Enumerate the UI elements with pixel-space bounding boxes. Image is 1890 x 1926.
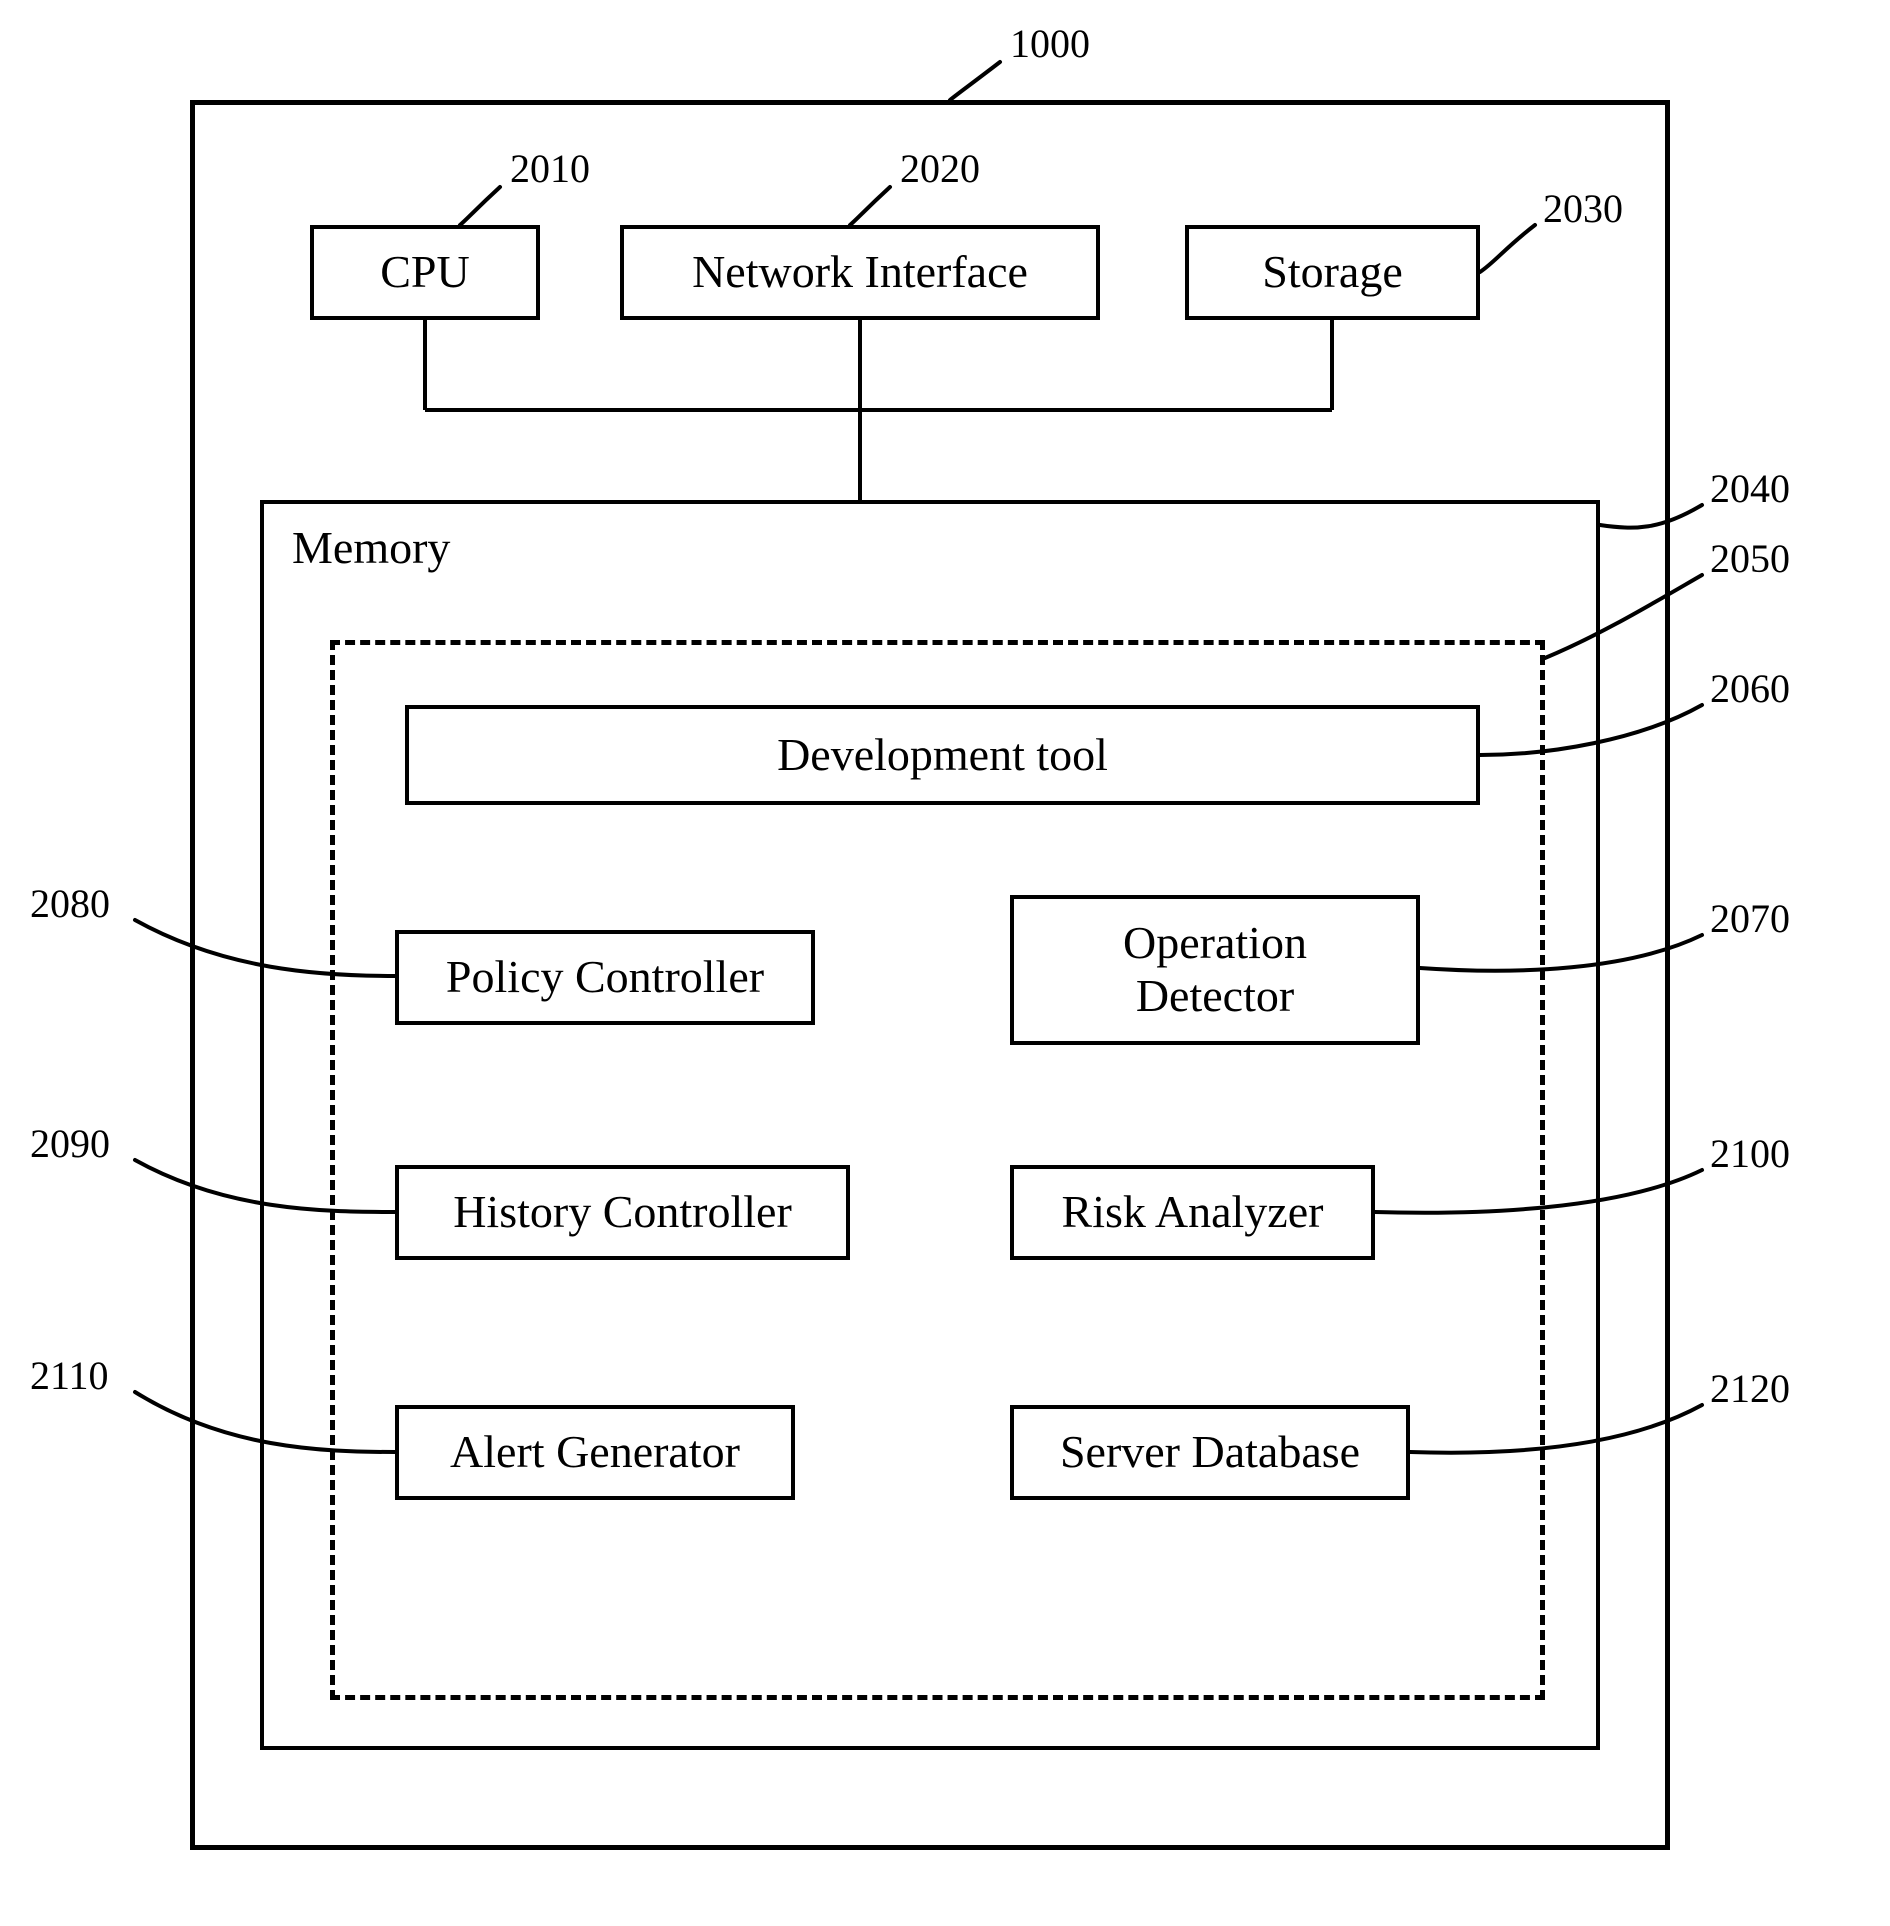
network-interface-box: Network Interface: [620, 225, 1100, 320]
ref-label-2120: 2120: [1710, 1365, 1790, 1412]
alert-generator-box: Alert Generator: [395, 1405, 795, 1500]
ref-label-2030: 2030: [1543, 185, 1623, 232]
server-database-box-label: Server Database: [1060, 1426, 1360, 1479]
operation-detector-box-label: Operation Detector: [1123, 917, 1307, 1023]
diagram-canvas: CPU Network Interface Storage Memory Develop…: [0, 0, 1890, 1926]
server-database-box: Server Database: [1010, 1405, 1410, 1500]
history-controller-box-label: History Controller: [453, 1186, 792, 1239]
risk-analyzer-box-label: Risk Analyzer: [1062, 1186, 1324, 1239]
cpu-box: CPU: [310, 225, 540, 320]
ref-label-2010: 2010: [510, 145, 590, 192]
policy-controller-box: Policy Controller: [395, 930, 815, 1025]
ref-label-2090: 2090: [30, 1120, 110, 1167]
storage-box-label: Storage: [1262, 246, 1403, 299]
ref-label-2080: 2080: [30, 880, 110, 927]
ref-label-2100: 2100: [1710, 1130, 1790, 1177]
risk-analyzer-box: Risk Analyzer: [1010, 1165, 1375, 1260]
operation-detector-box: Operation Detector: [1010, 895, 1420, 1045]
network-interface-box-label: Network Interface: [692, 246, 1028, 299]
storage-box: Storage: [1185, 225, 1480, 320]
ref-label-1000: 1000: [1010, 20, 1090, 67]
development-tool-box-label: Development tool: [777, 729, 1108, 782]
ref-label-2020: 2020: [900, 145, 980, 192]
alert-generator-box-label: Alert Generator: [450, 1426, 740, 1479]
cpu-box-label: CPU: [380, 246, 469, 299]
ref-label-2060: 2060: [1710, 665, 1790, 712]
memory-box-label: Memory: [292, 522, 450, 575]
history-controller-box: History Controller: [395, 1165, 850, 1260]
policy-controller-box-label: Policy Controller: [446, 951, 764, 1004]
development-tool-box: Development tool: [405, 705, 1480, 805]
ref-label-2070: 2070: [1710, 895, 1790, 942]
ref-label-2040: 2040: [1710, 465, 1790, 512]
ref-label-2110: 2110: [30, 1352, 109, 1399]
ref-label-2050: 2050: [1710, 535, 1790, 582]
